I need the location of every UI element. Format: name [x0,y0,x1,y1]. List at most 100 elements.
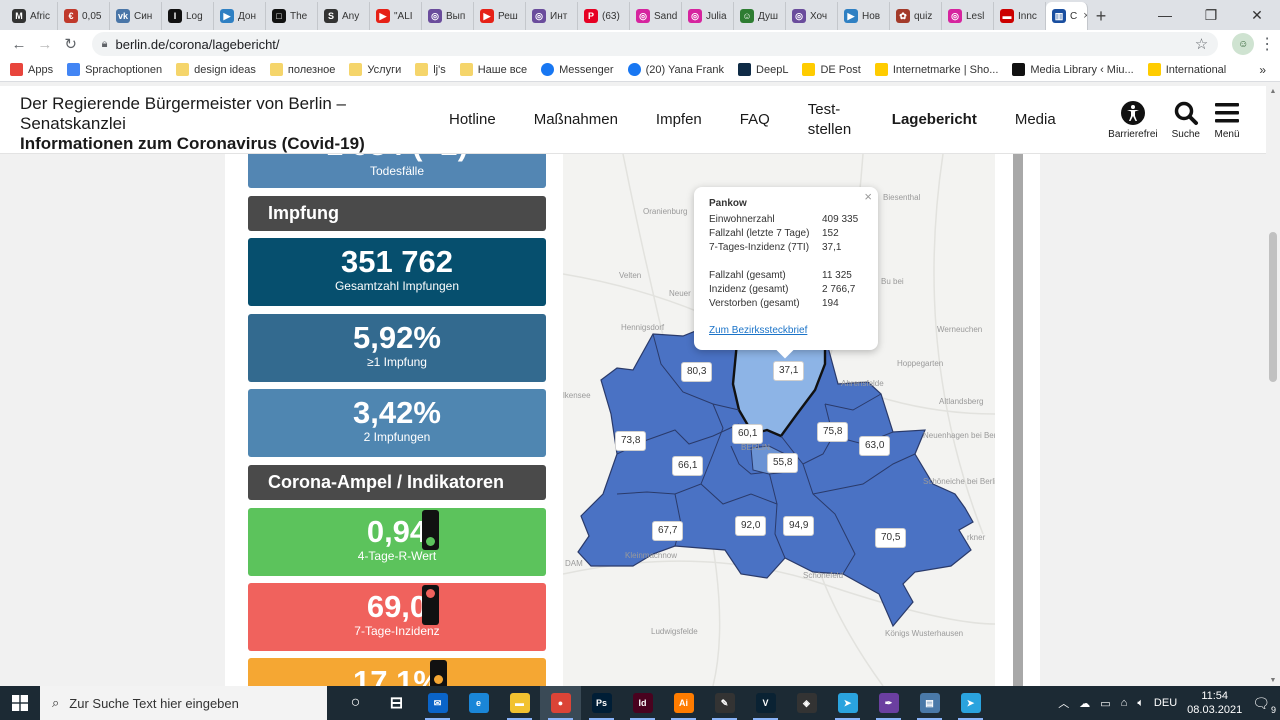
accessibility-button[interactable]: Barrierefrei [1108,100,1158,140]
taskbar-telegram-2-button[interactable]: ➤ [950,686,991,720]
bookmark-item[interactable]: (20) Yana Frank [627,63,724,76]
taskbar-explorer-button[interactable]: ▬ [499,686,540,720]
bookmark-star-icon[interactable]: ☆ [1194,36,1209,53]
browser-tab[interactable]: ▥ C × [1046,2,1088,30]
bookmark-item[interactable]: полезное [269,63,335,76]
nav-item-impfen[interactable]: Impfen [655,111,702,128]
nav-item-lagebericht[interactable]: Lagebericht [891,111,977,128]
bookmark-item[interactable]: Услуги [349,63,401,76]
minimize-icon[interactable]: — [1158,7,1172,23]
bookmark-item[interactable]: design ideas [176,63,256,76]
district-incidence-label[interactable]: 73,8 [615,431,647,451]
tab-close-icon[interactable]: × [1083,10,1087,22]
district-incidence-label[interactable]: 60,1 [732,424,764,444]
taskbar-mail-button[interactable]: ✉ [417,686,458,720]
bookmark-item[interactable]: Messenger [541,63,614,76]
district-incidence-label[interactable]: 66,1 [672,456,704,476]
browser-tab[interactable]: □ The [266,2,318,30]
notification-icon[interactable]: 🗨︎ 9 [1252,694,1276,715]
network-icon[interactable]: ⌂ [1120,697,1128,709]
language-indicator[interactable]: DEU [1153,697,1178,709]
taskbar-telegram-button[interactable]: ➤ [827,686,868,720]
taskbar-vectorworks-button[interactable]: V [745,686,786,720]
back-icon[interactable]: ← [11,35,27,53]
district-incidence-label[interactable]: 63,0 [859,436,891,456]
nav-item-faq[interactable]: FAQ [739,111,770,128]
browser-tab[interactable]: ◎ Инт [526,2,578,30]
browser-tab[interactable]: M Afric [6,2,58,30]
bookmark-item[interactable]: Sprachoptionen [67,63,162,76]
browser-tab[interactable]: S Any [318,2,370,30]
browser-tab[interactable]: ☺ Душ [734,2,786,30]
district-incidence-label[interactable]: 70,5 [875,528,907,548]
nav-item-maßnahmen[interactable]: Maßnahmen [533,111,618,128]
search-button[interactable]: Suche [1172,100,1200,140]
browser-tab[interactable]: ◎ Вып [422,2,474,30]
taskbar-inkscape-button[interactable]: ✎ [704,686,745,720]
browser-tab[interactable]: I Log [162,2,214,30]
district-incidence-label[interactable]: 75,8 [817,422,849,442]
bookmark-item[interactable]: DE Post [802,63,861,76]
scroll-down-icon[interactable]: ▼ [1269,677,1277,684]
district-incidence-label[interactable]: 92,0 [735,516,767,536]
browser-menu-icon[interactable]: ⋮ [1259,36,1276,53]
clock[interactable]: 11:54 08.03.2021 [1187,689,1242,717]
browser-tab[interactable]: ◎ Lesl [942,2,994,30]
tray-chevron-icon[interactable]: ︿ [1058,698,1070,710]
nav-item-hotline[interactable]: Hotline [449,111,496,128]
taskbar-cortana-button[interactable]: ○ [335,686,376,720]
browser-tab[interactable]: ◎ Sand [630,2,682,30]
taskbar-pen-tool-button[interactable]: ✒ [868,686,909,720]
bookmark-item[interactable]: Наше все [459,63,527,76]
taskbar-viewer-button[interactable]: ▤ [909,686,950,720]
site-title[interactable]: Der Regierende Bürgermeister von Berlin … [20,94,380,154]
popup-close-icon[interactable]: × [864,189,872,204]
scroll-up-icon[interactable]: ▲ [1269,88,1277,95]
forward-icon[interactable]: → [37,35,53,53]
browser-tab[interactable]: ▶ Реш [474,2,526,30]
bookmarks-more-icon[interactable]: » [1259,62,1266,77]
new-tab-icon[interactable]: + [1095,5,1107,26]
district-incidence-label[interactable]: 67,7 [652,521,684,541]
browser-tab[interactable]: ◎ Julia [682,2,734,30]
scrollbar-thumb[interactable] [1269,232,1277,382]
bookmark-item[interactable]: Internetmarke | Sho... [874,63,998,76]
browser-tab[interactable]: ▶ Дон [214,2,266,30]
reload-icon[interactable]: ↻ [64,36,77,53]
profile-avatar[interactable]: ☺ [1232,33,1255,55]
taskbar-chrome-button[interactable]: ● [540,686,581,720]
district-incidence-label[interactable]: 94,9 [783,516,815,536]
district-incidence-label[interactable]: 55,8 [767,453,799,473]
page-scrollbar[interactable]: ▲ ▼ [1266,86,1280,686]
bookmark-item[interactable]: Media Library ‹ Miu... [1012,63,1134,76]
taskbar-search[interactable]: ⌕ Zur Suche Text hier eingeben [40,686,327,720]
menu-button[interactable]: Menü [1214,100,1240,140]
browser-tab[interactable]: ▶ "ALI [370,2,422,30]
volume-icon[interactable]: 🔈︎ [1137,696,1144,709]
start-button[interactable] [0,686,40,720]
browser-tab[interactable]: ▬ Innc [994,2,1046,30]
taskbar-illustrator-button[interactable]: Ai [663,686,704,720]
bookmark-item[interactable]: International [1147,63,1226,76]
nav-item-teststellen[interactable]: Test- stellen [807,101,852,138]
taskbar-unity-button[interactable]: ◈ [786,686,827,720]
nav-item-media[interactable]: Media [1014,111,1056,128]
browser-tab[interactable]: ◎ Хоч [786,2,838,30]
browser-tab[interactable]: ✿ quiz [890,2,942,30]
taskbar-indesign-button[interactable]: Id [622,686,663,720]
maximize-icon[interactable]: ❐ [1204,6,1218,23]
district-incidence-label[interactable]: 80,3 [681,362,713,382]
browser-tab[interactable]: €0,05 [58,2,110,30]
bookmark-item[interactable]: lj's [415,63,446,76]
district-incidence-label[interactable]: 37,1 [773,361,805,381]
taskbar-task-view-button[interactable]: ⊟ [376,686,417,720]
bookmark-item[interactable]: Apps [10,63,53,76]
district-map[interactable]: Oranienburg Velten Neuer Hennigsdorf Biesent… [563,154,995,686]
battery-icon[interactable]: ▭ [1100,697,1111,710]
district-profile-link[interactable]: Zum Bezirkssteckbrief [709,325,808,336]
bookmark-item[interactable]: DeepL [738,63,788,76]
browser-tab[interactable]: vk Син [110,2,162,30]
taskbar-edge-button[interactable]: e [458,686,499,720]
browser-tab[interactable]: P (63) [578,2,630,30]
taskbar-photoshop-button[interactable]: Ps [581,686,622,720]
